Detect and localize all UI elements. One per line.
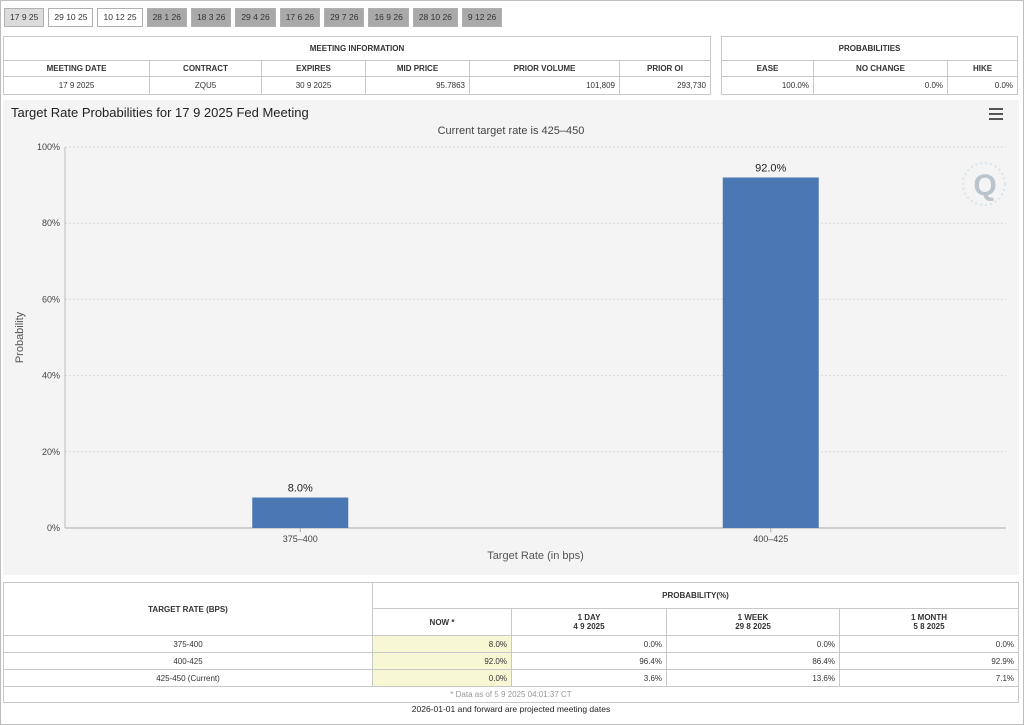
y-tick-label: 20% bbox=[42, 447, 60, 457]
x-tick-label: 375–400 bbox=[283, 534, 318, 544]
y-axis-title: Probability bbox=[14, 311, 26, 363]
contract-cell: ZQU5 bbox=[149, 76, 262, 95]
probability-cell: 0.0% bbox=[666, 635, 840, 653]
column-header: EASE bbox=[721, 60, 814, 77]
tab-meeting-date[interactable]: 29 10 25 bbox=[48, 8, 94, 27]
column-header: EXPIRES bbox=[261, 60, 366, 77]
table-row: 100.0% 0.0% 0.0% bbox=[721, 76, 1018, 95]
y-tick-label: 80% bbox=[42, 218, 60, 228]
hamburger-menu-icon[interactable] bbox=[989, 108, 1003, 120]
mid-price-cell: 95.7863 bbox=[365, 76, 470, 95]
probabilities-table: PROBABILITIES EASE NO CHANGE HIKE 100.0%… bbox=[721, 36, 1018, 95]
meeting-information-title: MEETING INFORMATION bbox=[3, 36, 711, 61]
meeting-date-cell: 17 9 2025 bbox=[3, 76, 150, 95]
probability-group-header: PROBABILITY(%) bbox=[372, 582, 1019, 609]
column-header-1-week: 1 WEEK 29 8 2025 bbox=[666, 608, 840, 636]
tab-meeting-date[interactable]: 10 12 25 bbox=[97, 8, 143, 27]
column-header: PRIOR OI bbox=[619, 60, 711, 77]
probability-cell: 92.0% bbox=[372, 652, 512, 670]
prior-oi-cell: 293,730 bbox=[619, 76, 711, 95]
tab-meeting-date[interactable]: 18 3 26 bbox=[190, 8, 232, 27]
tab-meeting-date[interactable]: 28 1 26 bbox=[146, 8, 187, 27]
target-rate-chart: 0% 20% 40% 60% 80% 100% 8.0% 375–400 92.0% 400–42… bbox=[3, 100, 1019, 575]
data-label: 92.0% bbox=[755, 162, 786, 174]
y-tick-label: 100% bbox=[37, 142, 60, 152]
tab-meeting-date[interactable]: 29 4 26 bbox=[235, 8, 276, 27]
tab-meeting-date[interactable]: 9 12 26 bbox=[461, 8, 503, 27]
table-row: 375-400 8.0% 0.0% 0.0% 0.0% bbox=[3, 635, 1019, 653]
column-header: NO CHANGE bbox=[813, 60, 948, 77]
bar bbox=[722, 177, 819, 528]
projected-dates-footer: 2026-01-01 and forward are projected mee… bbox=[411, 704, 611, 715]
tab-meeting-date[interactable]: 28 10 26 bbox=[412, 8, 458, 27]
ease-cell: 100.0% bbox=[721, 76, 814, 95]
column-header-now: NOW * bbox=[372, 608, 512, 636]
column-header: MEETING DATE bbox=[3, 60, 150, 77]
expires-cell: 30 9 2025 bbox=[261, 76, 366, 95]
watermark-logo-icon bbox=[962, 162, 1006, 206]
data-timestamp-note: * Data as of 5 9 2025 04:01:37 CT bbox=[3, 686, 1019, 703]
probability-cell: 0.0% bbox=[372, 669, 512, 687]
data-label: 8.0% bbox=[288, 483, 313, 495]
table-row: 17 9 2025 ZQU5 30 9 2025 95.7863 101,809… bbox=[3, 76, 711, 95]
target-rate-header: TARGET RATE (BPS) bbox=[3, 582, 373, 636]
y-tick-label: 40% bbox=[42, 371, 60, 381]
meeting-information-table: MEETING INFORMATION MEETING DATE CONTRAC… bbox=[3, 36, 711, 95]
column-header: CONTRACT bbox=[149, 60, 262, 77]
column-header: PRIOR VOLUME bbox=[469, 60, 620, 77]
x-tick-label: 400–425 bbox=[753, 534, 788, 544]
target-rate-cell: 375-400 bbox=[3, 635, 373, 653]
target-rate-probability-table: TARGET RATE (BPS) PROBABILITY(%) NOW * 1… bbox=[3, 582, 1019, 716]
probability-cell: 92.9% bbox=[839, 652, 1019, 670]
probability-cell: 0.0% bbox=[511, 635, 667, 653]
probability-cell: 7.1% bbox=[839, 669, 1019, 687]
no-change-cell: 0.0% bbox=[813, 76, 948, 95]
column-header-1-month: 1 MONTH 5 8 2025 bbox=[839, 608, 1019, 636]
column-header-1-day: 1 DAY 4 9 2025 bbox=[511, 608, 667, 636]
table-row: 400-425 92.0% 96.4% 86.4% 92.9% bbox=[3, 652, 1019, 670]
chart-title: Target Rate Probabilities for 17 9 2025 … bbox=[11, 105, 309, 120]
bar bbox=[252, 497, 349, 528]
target-rate-cell: 400-425 bbox=[3, 652, 373, 670]
meeting-date-tabs: 17 9 25 29 10 25 10 12 25 28 1 26 18 3 2… bbox=[4, 8, 503, 27]
probability-cell: 86.4% bbox=[666, 652, 840, 670]
y-tick-label: 60% bbox=[42, 294, 60, 304]
x-axis-title: Target Rate (in bps) bbox=[487, 550, 584, 562]
prior-volume-cell: 101,809 bbox=[469, 76, 620, 95]
hike-cell: 0.0% bbox=[947, 76, 1018, 95]
target-rate-cell: 425-450 (Current) bbox=[3, 669, 373, 687]
tab-meeting-date[interactable]: 16 9 26 bbox=[368, 8, 409, 27]
y-tick-label: 0% bbox=[47, 523, 60, 533]
tab-meeting-date[interactable]: 17 9 25 bbox=[4, 8, 45, 27]
probability-cell: 96.4% bbox=[511, 652, 667, 670]
column-header: HIKE bbox=[947, 60, 1018, 77]
chart-subtitle: Current target rate is 425–450 bbox=[437, 125, 585, 137]
probability-cell: 0.0% bbox=[839, 635, 1019, 653]
chart-canvas: 0% 20% 40% 60% 80% 100% 8.0% 375–400 92.0% 400–42… bbox=[14, 142, 1006, 562]
probability-cell: 8.0% bbox=[372, 635, 512, 653]
tab-meeting-date[interactable]: 17 6 26 bbox=[279, 8, 321, 27]
column-header: MID PRICE bbox=[365, 60, 470, 77]
probability-cell: 3.6% bbox=[511, 669, 667, 687]
probabilities-title: PROBABILITIES bbox=[721, 36, 1018, 61]
table-row: 425-450 (Current) 0.0% 3.6% 13.6% 7.1% bbox=[3, 669, 1019, 687]
watermark-logo-text: Q bbox=[973, 169, 996, 202]
probability-cell: 13.6% bbox=[666, 669, 840, 687]
tab-meeting-date[interactable]: 29 7 26 bbox=[324, 8, 365, 27]
